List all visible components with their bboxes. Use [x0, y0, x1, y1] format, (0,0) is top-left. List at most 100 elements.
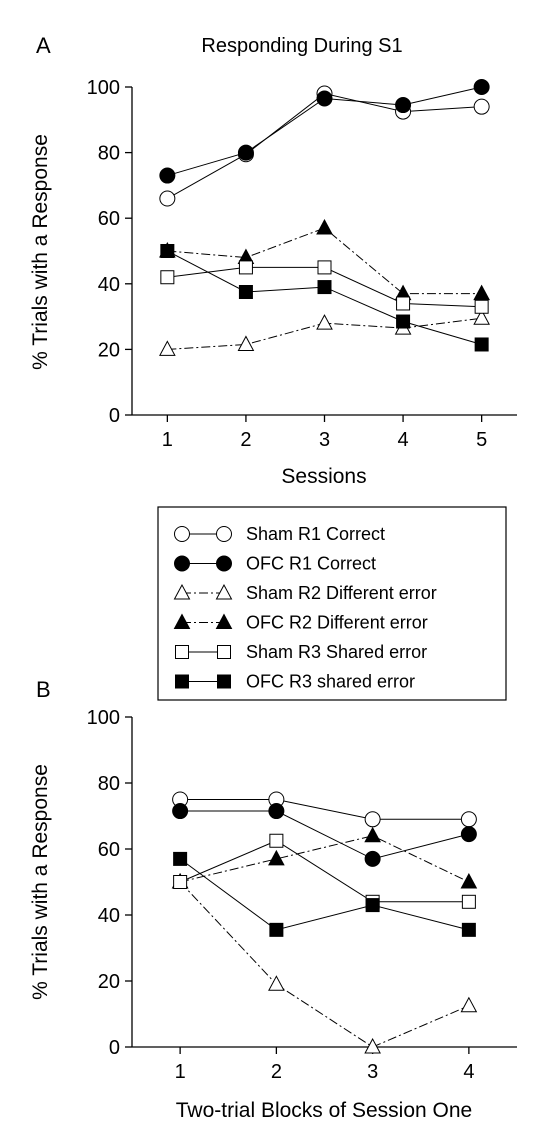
panel-a-axes: 0 20 40 60 80 100 1 2 3 4 5	[87, 77, 517, 451]
legend-label: OFC R2 Different error	[246, 613, 428, 633]
panel-b-x-axis-label: Two-trial Blocks of Session One	[176, 1099, 472, 1122]
legend-marker	[175, 645, 189, 659]
series-line-ofc-r3-shared-error	[179, 858, 469, 931]
y-tick-label: 80	[98, 773, 120, 795]
point-sham-r2-different-error	[316, 314, 333, 330]
panel-b-y-axis-label: % Trials with a Response	[29, 764, 52, 1000]
point-ofc-r1-correct	[316, 90, 333, 107]
point-sham-r3-shared-error	[238, 260, 253, 275]
legend-entry-ofc-r2-different-error: OFC R2 Different error	[173, 613, 428, 633]
legend-marker	[173, 583, 191, 600]
panel-a: A Responding During S1 % Trials with a R…	[29, 33, 517, 488]
legend-label: OFC R1 Correct	[246, 554, 376, 574]
legend-entry-sham-r1-correct: Sham R1 Correct	[174, 524, 385, 544]
point-ofc-r1-correct	[172, 803, 189, 820]
y-tick-label: 60	[98, 208, 120, 230]
legend-marker	[174, 526, 190, 542]
panel-a-markers	[159, 79, 490, 356]
point-ofc-r1-correct	[159, 167, 176, 184]
panel-b-letter: B	[36, 677, 51, 702]
point-ofc-r3-shared-error	[317, 280, 332, 295]
series-line-ofc-r2-different-error	[180, 835, 470, 883]
point-sham-r3-shared-error	[160, 270, 175, 285]
legend-marker	[215, 613, 233, 629]
series-line-ofc-r1-correct	[180, 810, 469, 860]
point-ofc-r3-shared-error	[365, 898, 380, 913]
point-ofc-r2-different-error	[473, 284, 490, 301]
legend-entry-ofc-r3-shared-error: OFC R3 shared error	[175, 672, 415, 692]
legend-entries: Sham R1 Correct OFC R1 Correct Sham R2 Dif…	[173, 524, 437, 692]
series-line-sham-r3-shared-error	[179, 840, 469, 903]
y-tick-label: 40	[98, 905, 120, 927]
y-tick-label: 20	[98, 339, 120, 361]
legend-label: Sham R2 Different error	[246, 583, 437, 603]
point-ofc-r1-correct	[395, 97, 412, 114]
y-tick-label: 0	[109, 1037, 120, 1059]
legend-box	[157, 506, 507, 701]
x-tick-label: 5	[476, 429, 487, 451]
legend-marker	[174, 555, 190, 572]
point-ofc-r3-shared-error	[173, 851, 188, 866]
legend-label: OFC R3 shared error	[246, 672, 415, 692]
legend-marker	[173, 613, 191, 629]
legend-entry-sham-r3-shared-error: Sham R3 Shared error	[175, 642, 427, 662]
point-ofc-r1-correct	[268, 803, 285, 820]
point-sham-r3-shared-error	[317, 260, 332, 275]
series-line-sham-r2-different-error	[179, 881, 470, 1048]
legend-entry-ofc-r1-correct: OFC R1 Correct	[174, 554, 376, 574]
panel-b-lines	[179, 799, 470, 1048]
point-sham-r2-different-error	[460, 996, 478, 1013]
point-sham-r2-different-error	[473, 309, 490, 325]
panel-a-letter: A	[36, 33, 51, 58]
point-ofc-r1-correct	[364, 850, 381, 867]
panel-b-axes: 0 20 40 60 80 100 1 2 3 4	[87, 707, 517, 1083]
point-sham-r1-correct	[364, 811, 381, 828]
y-tick-label: 20	[98, 971, 120, 993]
point-sham-r3-shared-error	[474, 299, 489, 314]
point-ofc-r3-shared-error	[160, 244, 175, 258]
panel-a-title: Responding During S1	[201, 35, 402, 57]
x-tick-label: 2	[271, 1061, 282, 1083]
point-ofc-r3-shared-error	[238, 285, 253, 299]
legend-marker	[216, 555, 232, 572]
legend-marker	[217, 674, 231, 689]
series-line-sham-r1-correct	[167, 93, 482, 199]
point-sham-r3-shared-error	[396, 296, 411, 311]
y-tick-label: 0	[109, 405, 120, 427]
legend-label: Sham R1 Correct	[246, 524, 385, 544]
x-tick-label: 2	[240, 429, 251, 451]
point-sham-r1-correct	[473, 98, 490, 115]
legend-label: Sham R3 Shared error	[246, 642, 427, 662]
point-sham-r1-correct	[159, 190, 176, 207]
y-tick-label: 80	[98, 143, 120, 165]
legend-marker	[215, 583, 233, 600]
point-sham-r3-shared-error	[173, 875, 188, 889]
x-tick-label: 3	[367, 1061, 378, 1083]
point-ofc-r2-different-error	[364, 826, 381, 843]
y-tick-label: 100	[87, 707, 120, 729]
point-sham-r2-different-error	[237, 335, 255, 351]
y-tick-label: 100	[87, 77, 120, 99]
series-line-sham-r1-correct	[180, 799, 469, 820]
point-sham-r3-shared-error	[461, 894, 476, 909]
point-sham-r2-different-error	[268, 975, 285, 991]
legend-marker	[175, 674, 189, 689]
legend-marker	[216, 526, 232, 542]
point-ofc-r1-correct	[473, 79, 490, 95]
point-ofc-r2-different-error	[316, 218, 333, 235]
y-tick-label: 40	[98, 274, 120, 296]
panel-b: B % Trials with a Response Two-trial Blo…	[29, 677, 517, 1122]
panel-b-markers	[171, 791, 478, 1054]
legend-marker	[217, 645, 231, 659]
y-tick-label: 60	[98, 839, 120, 861]
panel-a-y-axis-label: % Trials with a Response	[29, 134, 52, 370]
series-line-ofc-r2-different-error	[167, 227, 482, 295]
point-sham-r2-different-error	[159, 340, 176, 356]
point-sham-r3-shared-error	[269, 833, 284, 848]
point-ofc-r3-shared-error	[396, 314, 411, 329]
x-tick-label: 1	[175, 1061, 186, 1083]
point-sham-r1-correct	[460, 811, 477, 828]
x-tick-label: 1	[162, 429, 173, 451]
x-tick-label: 3	[319, 429, 330, 451]
